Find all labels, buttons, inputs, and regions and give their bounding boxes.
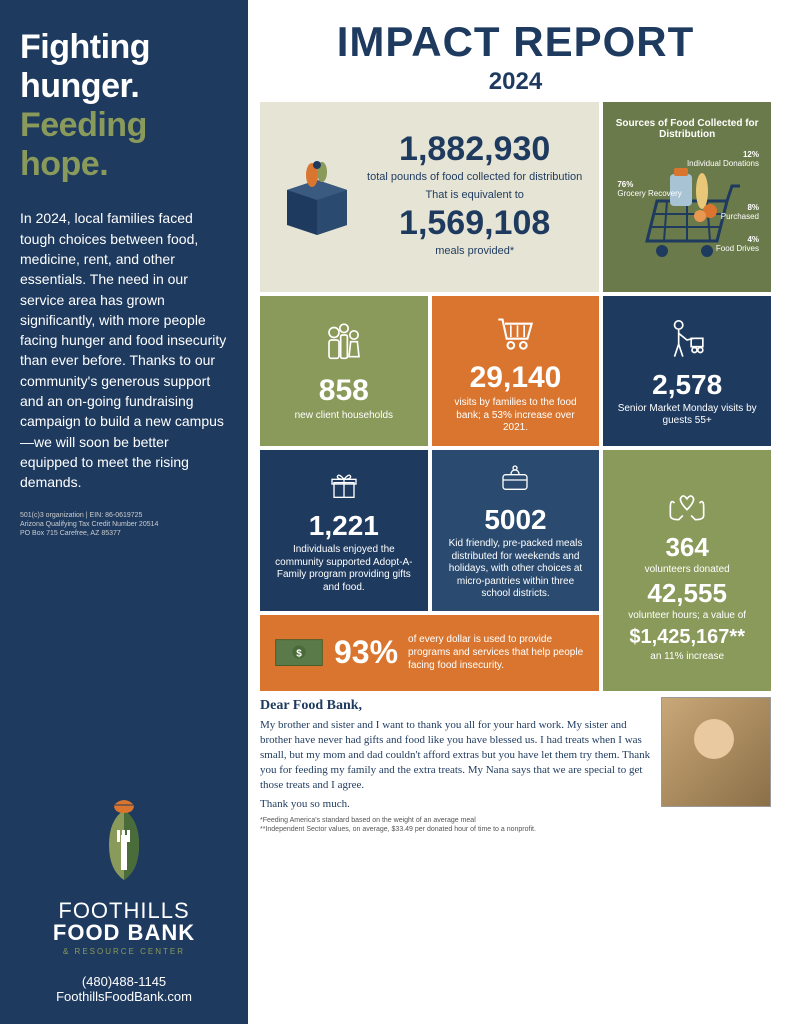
footnote-line: *Feeding America's standard based on the… <box>260 817 771 825</box>
tile-pounds: 1,882,930 total pounds of food collected… <box>260 102 599 292</box>
vol-hours-label: volunteer hours; a value of <box>628 610 746 623</box>
tile-visits: 29,140 visits by families to the food ba… <box>432 296 600 446</box>
footnote-line: **Independent Sector values, on average,… <box>260 826 771 834</box>
svg-text:$: $ <box>296 648 302 659</box>
headline-line: hope. <box>20 145 108 183</box>
households-value: 858 <box>319 376 369 406</box>
tile-volunteers: 364 volunteers donated 42,555 volunteer … <box>603 450 771 691</box>
dollar-label: of every dollar is used to provide progr… <box>408 633 585 672</box>
vol-hours: 42,555 <box>647 580 727 606</box>
family-icon <box>319 320 369 370</box>
child-photo <box>661 697 771 807</box>
kidmeals-value: 5002 <box>484 506 546 534</box>
letter-salutation: Dear Food Bank, <box>260 697 653 716</box>
tile-dollar: $ 93% of every dollar is used to provide… <box>260 615 599 691</box>
gift-icon <box>324 466 364 506</box>
tile-sources: Sources of Food Collected for Distributi… <box>603 102 771 292</box>
vol-count: 364 <box>665 534 708 560</box>
org-subtitle: & RESOURCE CENTER <box>20 947 228 956</box>
footnotes: *Feeding America's standard based on the… <box>260 817 771 834</box>
tile-households: 858 new client households <box>260 296 428 446</box>
pounds-value: 1,882,930 <box>362 132 587 166</box>
source-item: 4%Food Drives <box>716 236 759 254</box>
vol-increase: an 11% increase <box>650 651 724 664</box>
source-item: 12%Individual Donations <box>687 151 759 169</box>
tile-kidmeals: 5002 Kid friendly, pre-packed meals dist… <box>432 450 600 611</box>
meals-value: 1,569,108 <box>362 206 587 240</box>
vol-value: $1,425,167** <box>629 627 745 647</box>
testimonial-letter: Dear Food Bank, My brother and sister an… <box>260 697 771 812</box>
report-title: IMPACT REPORT <box>260 18 771 66</box>
senior-icon <box>662 315 712 365</box>
dollar-pct: 93% <box>334 634 398 671</box>
org-name-line: FOOD BANK <box>53 920 195 945</box>
adopt-label: Individuals enjoyed the community suppor… <box>272 544 416 594</box>
hands-heart-icon <box>662 478 712 528</box>
lunchbox-icon <box>495 460 535 500</box>
page: Fighting hunger. Feeding hope. In 2024, … <box>0 0 791 1024</box>
logo-icon <box>89 795 159 885</box>
sidebar: Fighting hunger. Feeding hope. In 2024, … <box>0 0 248 1024</box>
letter-text: Dear Food Bank, My brother and sister an… <box>260 697 653 812</box>
seniors-label: Senior Market Monday visits by guests 55… <box>615 403 759 428</box>
legal-text: 501(c)3 organization | EIN: 86-0619725 A… <box>20 511 228 538</box>
source-item: 76%Grocery Recovery <box>617 181 681 199</box>
legal-line: Arizona Qualifying Tax Credit Number 205… <box>20 520 228 529</box>
vol-count-label: volunteers donated <box>645 564 730 577</box>
legal-line: PO Box 715 Carefree, AZ 85377 <box>20 529 228 538</box>
legal-line: 501(c)3 organization | EIN: 86-0619725 <box>20 511 228 520</box>
letter-closing: Thank you so much. <box>260 797 653 812</box>
seniors-value: 2,578 <box>652 371 722 399</box>
tile-adopt: 1,221 Individuals enjoyed the community … <box>260 450 428 611</box>
headline-line: Feeding <box>20 106 147 144</box>
pounds-label: total pounds of food collected for distr… <box>362 170 587 184</box>
sources-header: Sources of Food Collected for Distributi… <box>615 118 759 140</box>
phone: (480)488-1145 <box>20 974 228 989</box>
tile-seniors: 2,578 Senior Market Monday visits by gue… <box>603 296 771 446</box>
food-box-icon <box>272 150 362 245</box>
pounds-text: 1,882,930 total pounds of food collected… <box>362 132 587 263</box>
visits-value: 29,140 <box>470 363 562 393</box>
equiv-intro: That is equivalent to <box>362 188 587 202</box>
households-label: new client households <box>295 410 393 423</box>
main-content: IMPACT REPORT 2024 1,882,930 total <box>248 0 791 1024</box>
headline: Fighting hunger. Feeding hope. <box>20 28 228 184</box>
cart-scene: 76%Grocery Recovery 12%Individual Donati… <box>615 146 759 276</box>
headline-line: Fighting <box>20 28 150 66</box>
source-item: 8%Purchased <box>721 204 759 222</box>
visits-label: visits by families to the food bank; a 5… <box>444 397 588 435</box>
stats-grid: 1,882,930 total pounds of food collected… <box>260 102 771 691</box>
report-year: 2024 <box>260 68 771 96</box>
adopt-value: 1,221 <box>309 512 379 540</box>
kidmeals-label: Kid friendly, pre-packed meals distribut… <box>444 538 588 601</box>
logo-block: FOOTHILLS FOOD BANK & RESOURCE CENTER (4… <box>20 795 228 1004</box>
letter-body: My brother and sister and I want to than… <box>260 718 653 792</box>
website: FoothillsFoodBank.com <box>20 989 228 1004</box>
cart-icon <box>490 307 540 357</box>
org-name: FOOTHILLS FOOD BANK <box>20 900 228 944</box>
contact: (480)488-1145 FoothillsFoodBank.com <box>20 974 228 1004</box>
dollar-bill-icon: $ <box>274 638 324 667</box>
headline-line: hunger. <box>20 67 139 105</box>
intro-paragraph: In 2024, local families faced tough choi… <box>20 208 228 492</box>
meals-label: meals provided* <box>362 244 587 258</box>
